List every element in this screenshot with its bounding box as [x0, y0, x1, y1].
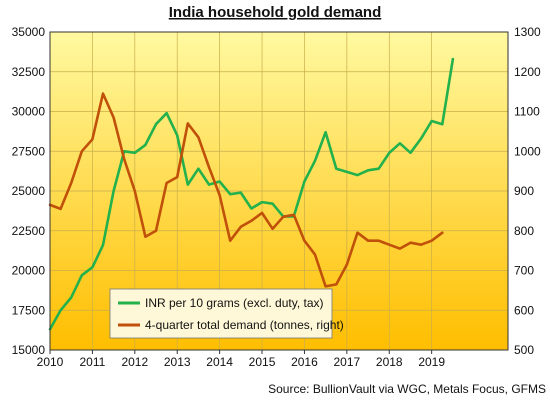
series-line-inr — [48, 57, 455, 331]
y-right-tick-label: 800 — [514, 224, 534, 238]
y-left-tick-label: 20000 — [12, 264, 46, 278]
x-tick-label: 2014 — [206, 355, 233, 369]
x-tick-label: 2013 — [164, 355, 191, 369]
y-right-tick-label: 600 — [514, 303, 534, 317]
x-tick-label: 2018 — [376, 355, 403, 369]
y-left-tick-label: 27500 — [12, 144, 46, 158]
plot-border — [49, 31, 509, 351]
x-tick-label: 2017 — [334, 355, 361, 369]
y-left-tick-label: 15000 — [12, 343, 46, 357]
x-axis: 2010 2011 2012 2013 2014 2015 2016 2017 2018 2019 — [37, 350, 445, 369]
y-left-tick-label: 35000 — [12, 25, 46, 39]
y-left-tick-label: 25000 — [12, 184, 46, 198]
series-layer — [48, 57, 455, 331]
y-right-tick-label: 1300 — [514, 25, 541, 39]
x-tick-label: 2011 — [80, 355, 106, 369]
legend: INR per 10 grams (excl. duty, tax) 4-qua… — [109, 288, 344, 339]
x-tick-label: 2010 — [37, 355, 64, 369]
y-right-tick-label: 1100 — [514, 105, 540, 119]
x-tick-label: 2016 — [291, 355, 318, 369]
y-right-tick-label: 1200 — [514, 65, 541, 79]
y-right-tick-label: 900 — [514, 184, 534, 198]
x-tick-label: 2015 — [249, 355, 276, 369]
legend-demand-label: 4-quarter total demand (tonnes, right) — [145, 318, 344, 332]
y-left-tick-label: 30000 — [12, 105, 46, 119]
legend-box — [109, 288, 333, 339]
y-left-tick-label: 22500 — [12, 224, 46, 238]
chart-title: India household gold demand — [169, 4, 382, 21]
y-axis-left: 15000 17500 20000 22500 25000 27500 30000 32500… — [12, 25, 46, 357]
source-note: Source: BullionVault via WGC, Metals Foc… — [268, 382, 546, 396]
y-right-tick-label: 700 — [514, 264, 534, 278]
legend-inr-label: INR per 10 grams (excl. duty, tax) — [145, 296, 324, 310]
series-line-demand — [48, 92, 444, 288]
y-axis-right: 500 600 700 800 900 1000 1100 1200 1300 — [514, 25, 541, 357]
y-right-tick-label: 1000 — [514, 144, 541, 158]
y-left-tick-label: 32500 — [12, 65, 46, 79]
x-tick-label: 2012 — [121, 355, 148, 369]
x-tick-label: 2019 — [418, 355, 445, 369]
y-left-tick-label: 17500 — [12, 303, 46, 317]
y-right-tick-label: 500 — [514, 343, 534, 357]
